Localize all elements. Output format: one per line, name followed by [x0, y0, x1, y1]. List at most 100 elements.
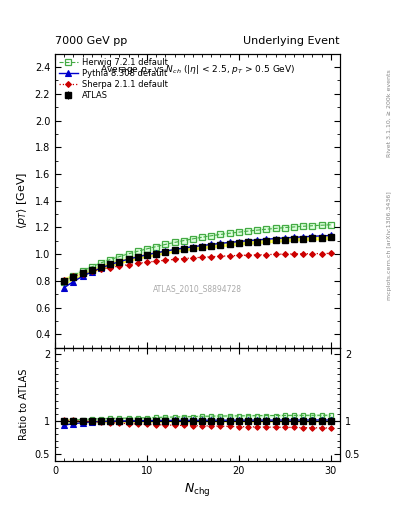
Pythia 8.308 default [319, 233, 324, 239]
Herwig 7.2.1 default [154, 244, 158, 250]
Line: Herwig 7.2.1 default: Herwig 7.2.1 default [62, 222, 333, 284]
Pythia 8.308 default [292, 234, 296, 241]
Pythia 8.308 default [154, 250, 158, 256]
Sherpa 2.1.1 default [145, 259, 149, 265]
Line: Pythia 8.308 default: Pythia 8.308 default [61, 233, 334, 290]
Herwig 7.2.1 default [292, 224, 296, 230]
Herwig 7.2.1 default [329, 222, 333, 228]
Sherpa 2.1.1 default [80, 270, 85, 276]
Y-axis label: Ratio to ATLAS: Ratio to ATLAS [19, 369, 29, 440]
Sherpa 2.1.1 default [62, 277, 66, 283]
Herwig 7.2.1 default [135, 248, 140, 254]
Pythia 8.308 default [135, 254, 140, 260]
Herwig 7.2.1 default [62, 279, 66, 285]
Y-axis label: $\langle p_T \rangle$ [GeV]: $\langle p_T \rangle$ [GeV] [15, 172, 29, 229]
Text: Average $p_T$ vs $N_{ch}$ ($|\eta|$ < 2.5, $p_T$ > 0.5 GeV): Average $p_T$ vs $N_{ch}$ ($|\eta|$ < 2.… [100, 62, 295, 76]
Legend: Herwig 7.2.1 default, Pythia 8.308 default, Sherpa 2.1.1 default, ATLAS: Herwig 7.2.1 default, Pythia 8.308 defau… [57, 56, 169, 102]
Pythia 8.308 default [145, 252, 149, 258]
Pythia 8.308 default [108, 262, 112, 268]
Pythia 8.308 default [329, 232, 333, 239]
Pythia 8.308 default [218, 240, 223, 246]
Sherpa 2.1.1 default [126, 262, 131, 268]
Pythia 8.308 default [191, 244, 195, 250]
Sherpa 2.1.1 default [264, 251, 269, 258]
Herwig 7.2.1 default [310, 223, 315, 229]
Sherpa 2.1.1 default [99, 266, 103, 272]
Herwig 7.2.1 default [108, 257, 112, 263]
Sherpa 2.1.1 default [283, 251, 287, 257]
Text: 7000 GeV pp: 7000 GeV pp [55, 36, 127, 46]
Herwig 7.2.1 default [191, 236, 195, 242]
Sherpa 2.1.1 default [292, 251, 296, 257]
Sherpa 2.1.1 default [71, 273, 76, 280]
Herwig 7.2.1 default [71, 272, 76, 279]
Sherpa 2.1.1 default [246, 252, 250, 258]
Herwig 7.2.1 default [283, 225, 287, 231]
Pythia 8.308 default [62, 285, 66, 291]
Text: ATLAS_2010_S8894728: ATLAS_2010_S8894728 [153, 285, 242, 293]
Herwig 7.2.1 default [99, 260, 103, 266]
Herwig 7.2.1 default [172, 240, 177, 246]
Herwig 7.2.1 default [181, 238, 186, 244]
Pythia 8.308 default [227, 240, 232, 246]
Sherpa 2.1.1 default [200, 254, 204, 260]
Herwig 7.2.1 default [90, 264, 94, 270]
Sherpa 2.1.1 default [273, 251, 278, 258]
Herwig 7.2.1 default [273, 225, 278, 231]
Pythia 8.308 default [310, 233, 315, 240]
Pythia 8.308 default [80, 273, 85, 280]
Herwig 7.2.1 default [264, 226, 269, 232]
Herwig 7.2.1 default [80, 268, 85, 274]
Herwig 7.2.1 default [237, 229, 241, 235]
Sherpa 2.1.1 default [319, 250, 324, 257]
Sherpa 2.1.1 default [209, 253, 214, 260]
Sherpa 2.1.1 default [181, 255, 186, 262]
Sherpa 2.1.1 default [154, 258, 158, 264]
Herwig 7.2.1 default [200, 234, 204, 240]
Herwig 7.2.1 default [117, 253, 122, 260]
Pythia 8.308 default [172, 246, 177, 252]
Pythia 8.308 default [126, 256, 131, 262]
X-axis label: $N_{\rm chg}$: $N_{\rm chg}$ [184, 481, 211, 498]
Pythia 8.308 default [255, 237, 260, 243]
Pythia 8.308 default [264, 236, 269, 242]
Pythia 8.308 default [246, 238, 250, 244]
Sherpa 2.1.1 default [90, 268, 94, 274]
Pythia 8.308 default [301, 234, 305, 240]
Herwig 7.2.1 default [126, 251, 131, 257]
Herwig 7.2.1 default [218, 231, 223, 238]
Line: Sherpa 2.1.1 default: Sherpa 2.1.1 default [62, 251, 333, 282]
Herwig 7.2.1 default [227, 230, 232, 237]
Pythia 8.308 default [209, 241, 214, 247]
Sherpa 2.1.1 default [255, 252, 260, 258]
Sherpa 2.1.1 default [135, 260, 140, 266]
Sherpa 2.1.1 default [237, 252, 241, 259]
Pythia 8.308 default [273, 236, 278, 242]
Pythia 8.308 default [90, 269, 94, 275]
Text: mcplots.cern.ch [arXiv:1306.3436]: mcplots.cern.ch [arXiv:1306.3436] [387, 191, 392, 300]
Sherpa 2.1.1 default [108, 265, 112, 271]
Pythia 8.308 default [163, 248, 168, 254]
Sherpa 2.1.1 default [172, 257, 177, 263]
Sherpa 2.1.1 default [163, 257, 168, 263]
Herwig 7.2.1 default [209, 232, 214, 239]
Pythia 8.308 default [200, 243, 204, 249]
Herwig 7.2.1 default [163, 241, 168, 247]
Text: Rivet 3.1.10, ≥ 200k events: Rivet 3.1.10, ≥ 200k events [387, 69, 392, 157]
Sherpa 2.1.1 default [191, 255, 195, 261]
Herwig 7.2.1 default [319, 222, 324, 228]
Herwig 7.2.1 default [255, 227, 260, 233]
Sherpa 2.1.1 default [301, 251, 305, 257]
Sherpa 2.1.1 default [117, 263, 122, 269]
Sherpa 2.1.1 default [329, 250, 333, 257]
Pythia 8.308 default [283, 235, 287, 241]
Pythia 8.308 default [181, 245, 186, 251]
Pythia 8.308 default [99, 265, 103, 271]
Pythia 8.308 default [237, 239, 241, 245]
Herwig 7.2.1 default [246, 228, 250, 234]
Text: Underlying Event: Underlying Event [243, 36, 340, 46]
Sherpa 2.1.1 default [218, 253, 223, 259]
Herwig 7.2.1 default [301, 223, 305, 229]
Pythia 8.308 default [71, 279, 76, 285]
Sherpa 2.1.1 default [227, 253, 232, 259]
